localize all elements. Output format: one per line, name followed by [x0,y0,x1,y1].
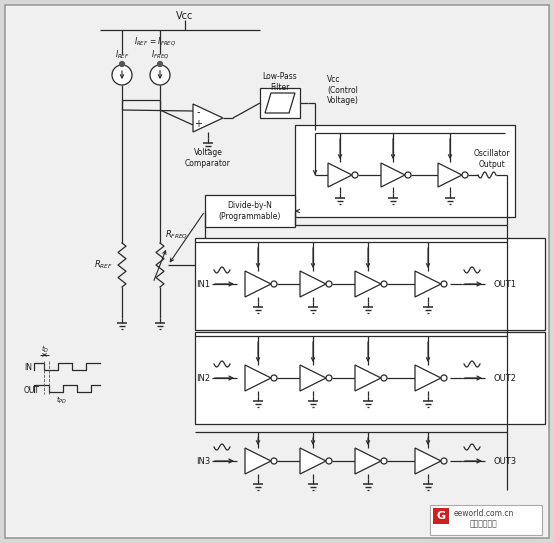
Circle shape [326,281,332,287]
Polygon shape [355,271,381,297]
Text: $t_{PD}$: $t_{PD}$ [57,394,68,406]
Circle shape [120,61,125,66]
Text: OUT2: OUT2 [494,374,517,382]
Text: $R_{FREQ}$: $R_{FREQ}$ [165,229,188,242]
Text: OUT: OUT [24,386,40,395]
Text: 电子工程世界: 电子工程世界 [470,520,498,528]
Bar [195,332,545,424]
Text: -: - [196,108,200,117]
Bar [260,88,300,118]
Text: OUT1: OUT1 [494,280,517,288]
Polygon shape [415,271,441,297]
Circle shape [271,281,277,287]
Text: Oscillator
Output: Oscillator Output [474,149,510,169]
Text: Voltage
Comparator: Voltage Comparator [185,148,231,168]
Text: Vcc: Vcc [176,11,194,21]
Circle shape [326,458,332,464]
Text: OUT3: OUT3 [494,457,517,465]
Polygon shape [438,163,462,187]
Text: IN3: IN3 [196,457,210,465]
Text: $I_{FREQ}$: $I_{FREQ}$ [151,49,169,61]
Text: eeworld.com.cn: eeworld.com.cn [454,509,514,519]
Polygon shape [245,448,271,474]
Text: $t_D$: $t_D$ [41,343,49,355]
Circle shape [271,375,277,381]
Polygon shape [300,448,326,474]
Circle shape [271,458,277,464]
Circle shape [112,65,132,85]
Text: Divide-by-N
(Programmable): Divide-by-N (Programmable) [219,201,281,220]
Text: G: G [437,511,445,521]
Circle shape [381,458,387,464]
Circle shape [352,172,358,178]
Text: IN1: IN1 [196,280,210,288]
Circle shape [462,172,468,178]
Text: IN: IN [24,363,32,372]
Polygon shape [355,365,381,391]
Bar [430,505,542,535]
Circle shape [326,375,332,381]
Polygon shape [415,448,441,474]
Text: +: + [194,118,202,129]
Polygon shape [328,163,352,187]
Text: $R_{REF}$: $R_{REF}$ [95,259,114,272]
Text: Low-Pass
Filter: Low-Pass Filter [263,72,297,92]
Circle shape [381,375,387,381]
Polygon shape [381,163,405,187]
Circle shape [441,375,447,381]
Text: Vcc
(Control
Voltage): Vcc (Control Voltage) [327,75,359,105]
Circle shape [381,281,387,287]
Bar [295,125,515,217]
Circle shape [441,281,447,287]
Circle shape [405,172,411,178]
Polygon shape [300,365,326,391]
Text: IN2: IN2 [196,374,210,382]
Bar [195,238,545,330]
Text: $I_{REF}$: $I_{REF}$ [115,49,129,61]
Polygon shape [245,271,271,297]
Circle shape [150,65,170,85]
Polygon shape [355,448,381,474]
Polygon shape [300,271,326,297]
Polygon shape [245,365,271,391]
Text: $I_{REF}$ = $I_{FREQ}$: $I_{REF}$ = $I_{FREQ}$ [134,36,176,48]
Polygon shape [415,365,441,391]
Circle shape [441,458,447,464]
Bar [205,195,295,227]
Bar [433,508,449,524]
Polygon shape [193,104,223,132]
Circle shape [157,61,162,66]
